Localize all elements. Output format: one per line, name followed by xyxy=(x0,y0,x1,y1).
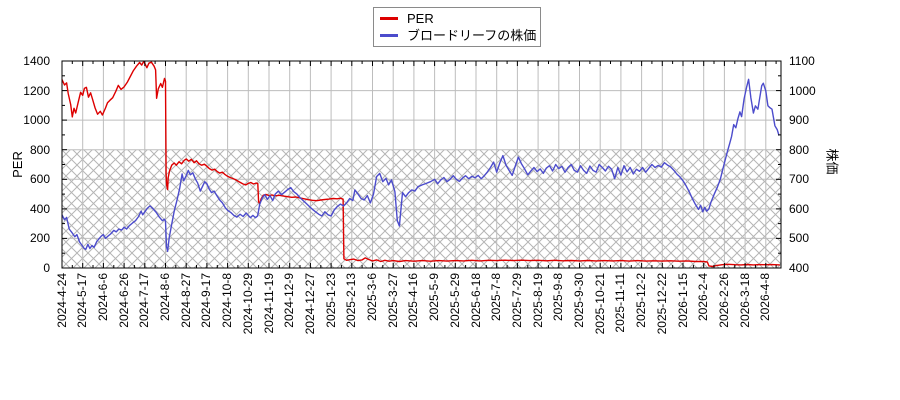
series-line-0 xyxy=(61,60,780,268)
x-tick-label: 2026-2-4 xyxy=(696,273,711,322)
x-tick-label: 2025-6-18 xyxy=(468,273,483,328)
series-line-1 xyxy=(61,78,780,253)
x-tick-label: 2024-7-17 xyxy=(137,273,152,328)
x-tick-label: 2024-5-17 xyxy=(75,273,90,328)
x-tick-label: 2025-5-29 xyxy=(447,273,462,328)
left-tick-label: 800 xyxy=(29,142,50,157)
per-line-sample xyxy=(380,17,398,20)
right-tick-label: 1100 xyxy=(789,54,815,68)
x-tick-label: 2026-3-18 xyxy=(737,273,752,328)
x-tick-label: 2025-9-30 xyxy=(572,273,586,328)
x-tick-label: 2024-12-9 xyxy=(282,273,297,328)
x-tick-label: 2024-12-27 xyxy=(302,273,317,335)
stock-line-sample xyxy=(380,34,398,37)
x-tick-label: 2025-3-27 xyxy=(385,273,400,328)
x-tick-label: 2024-10-8 xyxy=(220,273,235,328)
x-tick-label: 2025-5-9 xyxy=(427,273,442,322)
right-tick-label: 700 xyxy=(789,172,810,187)
x-tick-label: 2025-3-6 xyxy=(365,273,379,322)
x-tick-label: 2026-4-8 xyxy=(758,273,773,322)
x-tick-label: 2024-9-17 xyxy=(199,273,214,328)
x-tick-label: 2025-10-21 xyxy=(592,273,607,335)
right-tick-label: 900 xyxy=(789,113,810,128)
left-tick-label: 600 xyxy=(29,172,50,187)
left-axis-title: PER xyxy=(9,151,25,178)
x-tick-label: 2024-10-29 xyxy=(240,273,255,335)
legend: PER ブロードリーフの株価 xyxy=(373,7,541,47)
x-tick-label: 2025-8-19 xyxy=(530,273,545,328)
right-axis-title: 株価 xyxy=(824,148,840,175)
legend-row-per: PER xyxy=(380,11,540,26)
right-tick-label: 400 xyxy=(789,261,810,275)
x-tick-label: 2025-7-8 xyxy=(489,273,504,322)
x-tick-label: 2025-7-29 xyxy=(509,273,524,328)
x-tick-label: 2025-2-13 xyxy=(344,273,359,328)
left-tick-label: 1000 xyxy=(23,113,50,128)
legend-label-stock: ブロードリーフの株価 xyxy=(407,28,537,43)
x-tick-label: 2024-6-26 xyxy=(116,273,131,328)
left-tick-label: 400 xyxy=(29,201,50,216)
x-tick-label: 2024-6-6 xyxy=(95,273,110,322)
legend-row-stock: ブロードリーフの株価 xyxy=(380,28,540,43)
legend-label-per: PER xyxy=(407,11,434,26)
right-tick-label: 1000 xyxy=(789,83,816,98)
x-tick-label: 2026-2-26 xyxy=(716,273,731,328)
x-tick-label: 2026-1-15 xyxy=(675,273,690,328)
x-tick-label: 2024-4-24 xyxy=(54,273,69,328)
x-tick-label: 2024-8-27 xyxy=(178,273,193,328)
left-tick-label: 200 xyxy=(29,231,50,246)
right-tick-label: 600 xyxy=(789,201,810,216)
left-tick-label: 1200 xyxy=(23,83,50,98)
left-tick-label: 0 xyxy=(43,261,50,275)
x-tick-label: 2024-11-19 xyxy=(261,273,276,334)
x-tick-label: 2025-12-2 xyxy=(634,273,649,328)
right-tick-label: 800 xyxy=(789,142,810,157)
x-tick-label: 2025-9-8 xyxy=(551,273,566,322)
right-tick-label: 500 xyxy=(789,231,810,246)
x-tick-label: 2025-4-16 xyxy=(406,273,421,328)
x-tick-label: 2025-12-22 xyxy=(654,273,669,335)
x-tick-label: 2025-11-11 xyxy=(613,273,628,333)
x-tick-label: 2025-1-23 xyxy=(323,273,338,328)
left-tick-label: 1400 xyxy=(23,54,50,68)
x-tick-label: 2024-8-6 xyxy=(158,273,172,322)
